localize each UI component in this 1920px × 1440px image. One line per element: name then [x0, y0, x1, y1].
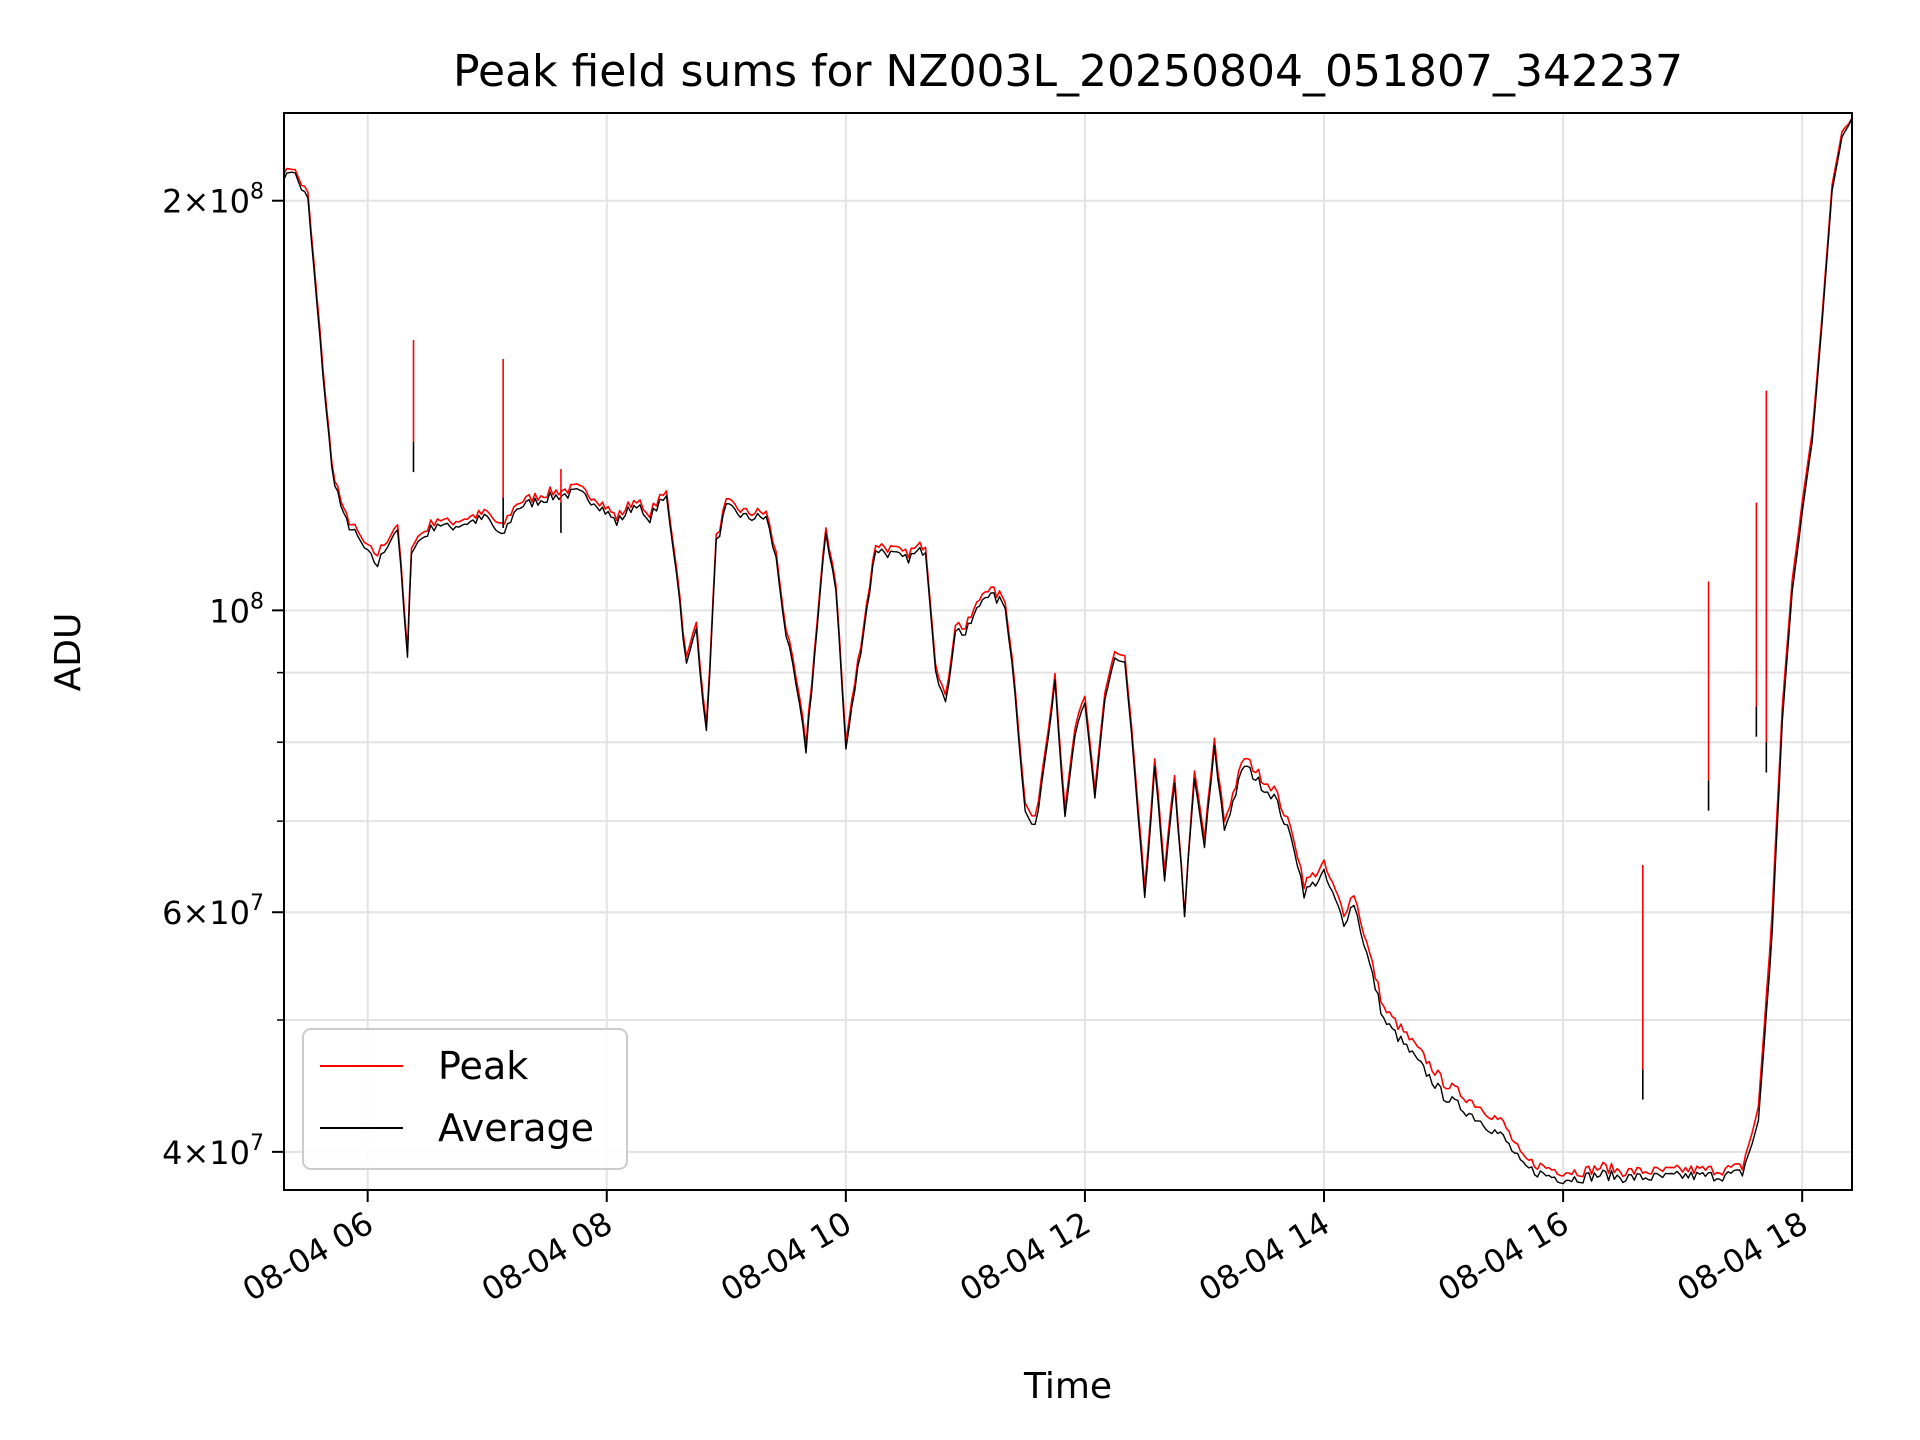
series-layer [284, 117, 1852, 1185]
legend-label-peak: Peak [438, 1044, 528, 1088]
legend: Peak Average [302, 1028, 628, 1170]
legend-box [302, 1028, 628, 1170]
y-tick-label: 4×107 [162, 1131, 264, 1172]
chart-title: Peak field sums for NZ003L_20250804_0518… [453, 46, 1683, 97]
plot-frame [283, 112, 1853, 1191]
legend-label-average: Average [438, 1106, 594, 1150]
grid-layer [284, 113, 1852, 1190]
series-line-peak [284, 117, 1852, 1178]
y-tick-label: 6×107 [162, 891, 264, 932]
x-axis-label: Time [1023, 1366, 1112, 1407]
y-tick-label: 108 [209, 589, 264, 630]
y-axis-label: ADU [48, 613, 89, 692]
y-tick-label: 2×108 [162, 180, 264, 221]
series-line-average [284, 117, 1852, 1185]
